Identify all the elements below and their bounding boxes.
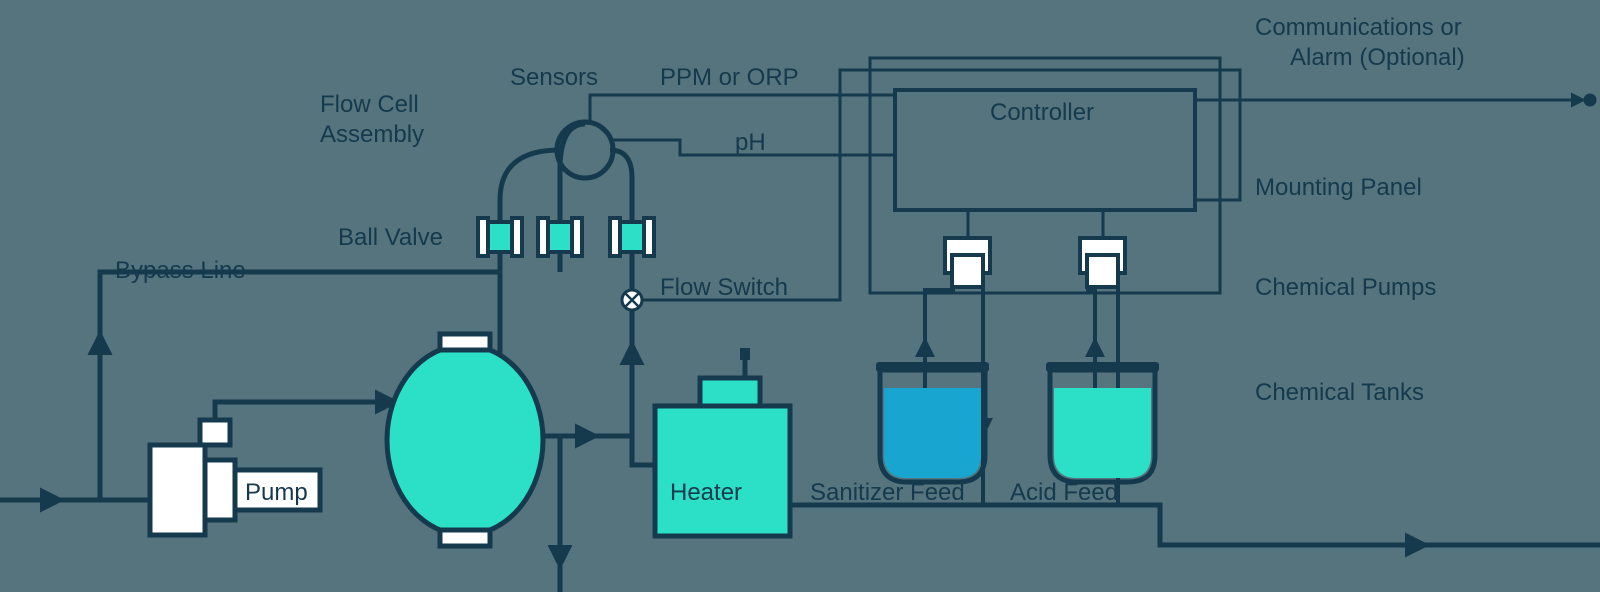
- label-ph: pH: [735, 129, 766, 156]
- label-flow-cell-1: Flow Cell: [320, 91, 419, 118]
- label-sensors: Sensors: [510, 64, 598, 91]
- label-flow-cell-2: Assembly: [320, 121, 424, 148]
- label-comm-1: Communications or: [1255, 14, 1462, 41]
- filter-tank: [387, 334, 543, 546]
- label-pump: Pump: [245, 479, 308, 506]
- pump: [150, 420, 320, 535]
- label-comm-2: Alarm (Optional): [1290, 44, 1465, 71]
- label-ball-valve: Ball Valve: [338, 224, 443, 251]
- ball-valve-3: [610, 218, 654, 256]
- heater: [655, 348, 790, 536]
- pool-system-diagram: Bypass Line Flow Cell Assembly Ball Valv…: [0, 0, 1600, 592]
- label-bypass-line: Bypass Line: [115, 257, 246, 284]
- ball-valve-2: [538, 218, 582, 256]
- flow-cell-manifold: [557, 122, 613, 178]
- ball-valve-1: [478, 218, 522, 256]
- label-chemical-pumps: Chemical Pumps: [1255, 274, 1436, 301]
- label-heater: Heater: [670, 479, 742, 506]
- chemical-pump-left: [945, 238, 990, 287]
- chemical-tank-left: [876, 362, 989, 482]
- label-sanitizer-feed: Sanitizer Feed: [810, 479, 965, 506]
- mounting-panel: [870, 58, 1220, 293]
- flow-switch-icon: [622, 290, 642, 310]
- chemical-tank-right: [1046, 362, 1159, 482]
- chemical-pump-right: [1080, 238, 1125, 287]
- label-chemical-tanks: Chemical Tanks: [1255, 379, 1424, 406]
- label-ppm-orp: PPM or ORP: [660, 64, 799, 91]
- label-controller: Controller: [990, 99, 1094, 126]
- label-acid-feed: Acid Feed: [1010, 479, 1118, 506]
- label-flow-switch: Flow Switch: [660, 274, 788, 301]
- label-mounting-panel: Mounting Panel: [1255, 174, 1422, 201]
